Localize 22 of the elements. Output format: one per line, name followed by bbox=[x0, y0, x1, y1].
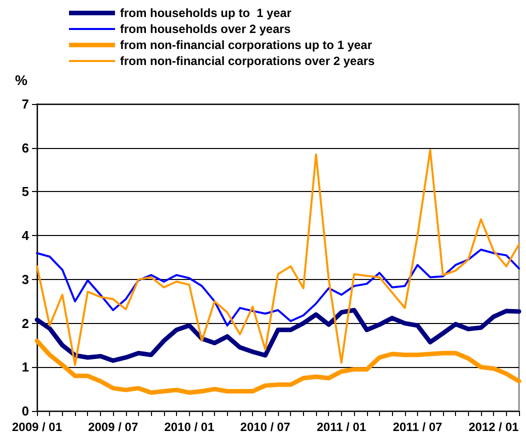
y-axis-title: % bbox=[15, 72, 28, 88]
x-tick-label: 2012 / 01 bbox=[468, 420, 519, 434]
y-tick-label: 2 bbox=[22, 316, 29, 331]
legend-label: from households over 2 years bbox=[120, 22, 292, 36]
legend-label: from non-financial corporations over 2 years bbox=[120, 54, 376, 68]
x-tick-label: 2011 / 07 bbox=[392, 420, 443, 434]
y-tick-label: 7 bbox=[22, 96, 29, 112]
line-series bbox=[34, 308, 522, 363]
x-tick-label: 2010 / 01 bbox=[164, 420, 215, 434]
y-tick-label: 5 bbox=[22, 184, 29, 200]
x-tick-label: 2009 / 07 bbox=[88, 420, 138, 434]
legend-label: from non-financial corporations up to 1 year bbox=[120, 38, 372, 52]
y-tick-label: 1 bbox=[22, 360, 29, 375]
x-tick-label: 2010 / 07 bbox=[240, 420, 291, 434]
legend-label: from households up to 1 year bbox=[120, 6, 292, 20]
y-tick-label: 4 bbox=[22, 228, 30, 244]
x-tick-label: 2011 / 01 bbox=[316, 420, 366, 434]
line-series bbox=[34, 338, 522, 395]
x-tick-label: 2009 / 01 bbox=[12, 420, 62, 434]
y-tick-label: 0 bbox=[22, 404, 29, 418]
y-tick-label: 3 bbox=[22, 272, 29, 287]
y-tick-label: 6 bbox=[22, 140, 29, 156]
